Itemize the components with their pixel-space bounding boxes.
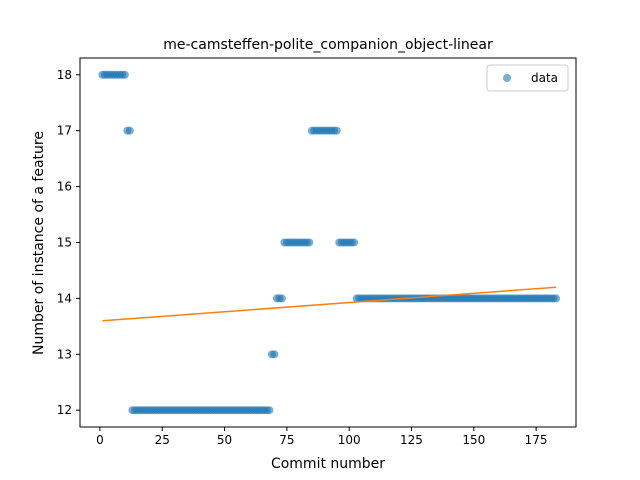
y-tick-label: 15 — [57, 236, 72, 250]
data-point — [332, 126, 341, 135]
data-point — [270, 350, 279, 359]
legend-label: data — [531, 71, 558, 85]
legend-box — [486, 64, 569, 92]
x-tick-label: 175 — [525, 433, 548, 447]
legend-marker — [503, 74, 511, 82]
chart-title: me-camsteffen-polite_companion_object-li… — [163, 37, 493, 53]
y-axis-label: Number of instance of a feature — [31, 131, 47, 355]
y-tick-label: 16 — [57, 180, 72, 194]
x-tick-label: 0 — [96, 433, 104, 447]
y-tick-label: 13 — [57, 347, 72, 361]
data-point — [277, 294, 286, 303]
x-tick-label: 25 — [155, 433, 170, 447]
y-tick-label: 12 — [57, 403, 72, 417]
data-point — [120, 70, 129, 79]
x-tick-label: 75 — [279, 433, 294, 447]
x-tick-label: 150 — [462, 433, 485, 447]
y-tick-label: 18 — [57, 68, 72, 82]
x-tick-label: 50 — [217, 433, 232, 447]
plot-area — [98, 70, 561, 415]
y-tick-label: 17 — [57, 124, 72, 138]
data-point — [552, 294, 561, 303]
data-point — [265, 406, 274, 415]
x-tick-label: 125 — [400, 433, 423, 447]
x-tick-label: 100 — [338, 433, 361, 447]
data-point — [350, 238, 359, 247]
axes: 0 25 50 75 100 125 150 175 12 13 14 15 16 17 18 — [57, 57, 577, 447]
y-tick-label: 14 — [57, 291, 72, 305]
data-point — [125, 126, 134, 135]
data-point — [305, 238, 314, 247]
x-axis-label: Commit number — [271, 456, 385, 472]
fit-line — [102, 286, 557, 322]
legend: data — [486, 64, 569, 92]
axes-frame — [79, 57, 577, 428]
